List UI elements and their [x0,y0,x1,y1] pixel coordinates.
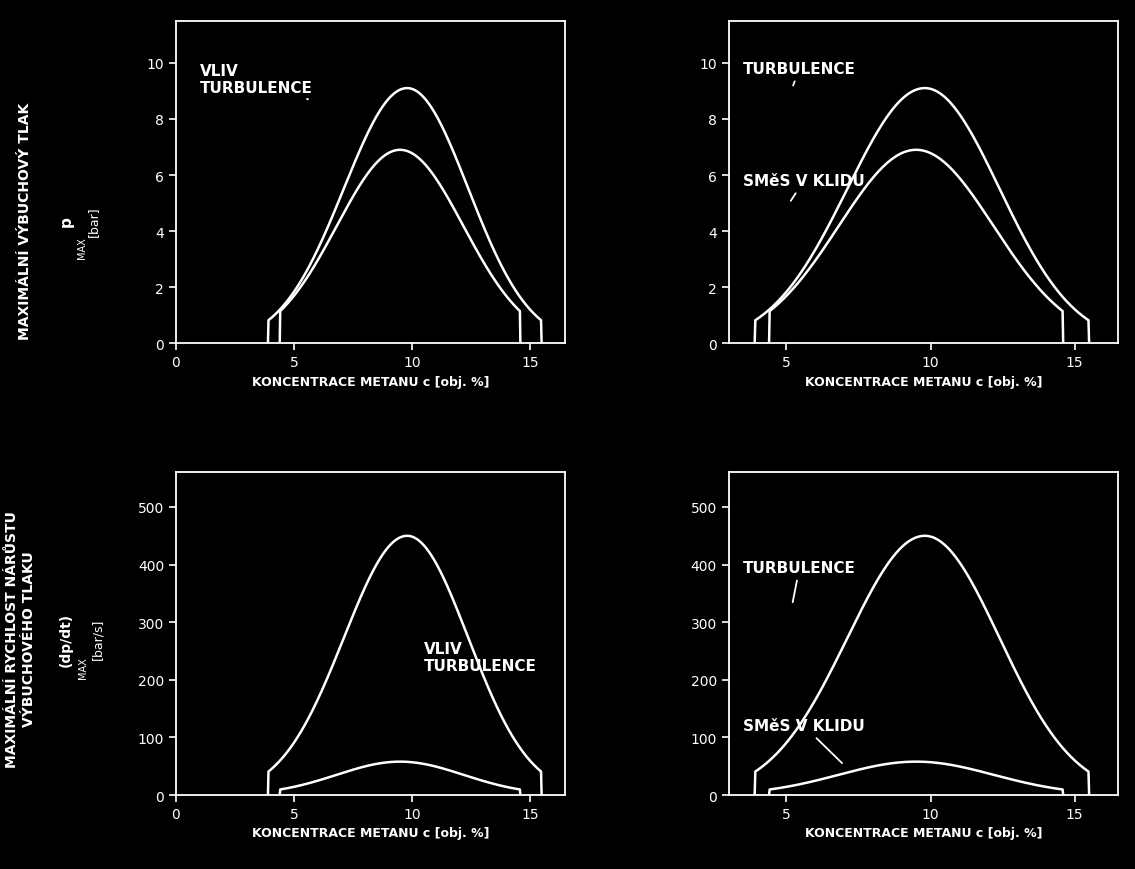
Text: [bar]: [bar] [86,206,100,237]
Text: MAXIMÁLNÍ RYCHLOST NÁRŮSTU
VÝBUCHOVÉHO TLAKU: MAXIMÁLNÍ RYCHLOST NÁRŮSTU VÝBUCHOVÉHO T… [6,510,35,767]
X-axis label: KONCENTRACE METANU c [obj. %]: KONCENTRACE METANU c [obj. %] [805,826,1042,839]
Text: MAX: MAX [78,657,87,678]
Text: MAX: MAX [77,237,86,259]
Text: p: p [58,216,74,227]
Text: MAXIMÁLNÍ VÝBUCHOVÝ TLAK: MAXIMÁLNÍ VÝBUCHOVÝ TLAK [18,103,32,340]
Text: SMěS V KLIDU: SMěS V KLIDU [743,174,865,202]
Text: [bar/s]: [bar/s] [91,618,104,660]
X-axis label: KONCENTRACE METANU c [obj. %]: KONCENTRACE METANU c [obj. %] [252,375,489,388]
Text: VLIV
TURBULENCE: VLIV TURBULENCE [200,63,312,100]
Text: TURBULENCE: TURBULENCE [743,561,856,602]
Text: (dp/dt): (dp/dt) [59,612,73,666]
X-axis label: KONCENTRACE METANU c [obj. %]: KONCENTRACE METANU c [obj. %] [252,826,489,839]
Text: TURBULENCE: TURBULENCE [743,62,856,86]
Text: VLIV
TURBULENCE: VLIV TURBULENCE [423,640,537,673]
Text: SMěS V KLIDU: SMěS V KLIDU [743,719,865,763]
X-axis label: KONCENTRACE METANU c [obj. %]: KONCENTRACE METANU c [obj. %] [805,375,1042,388]
